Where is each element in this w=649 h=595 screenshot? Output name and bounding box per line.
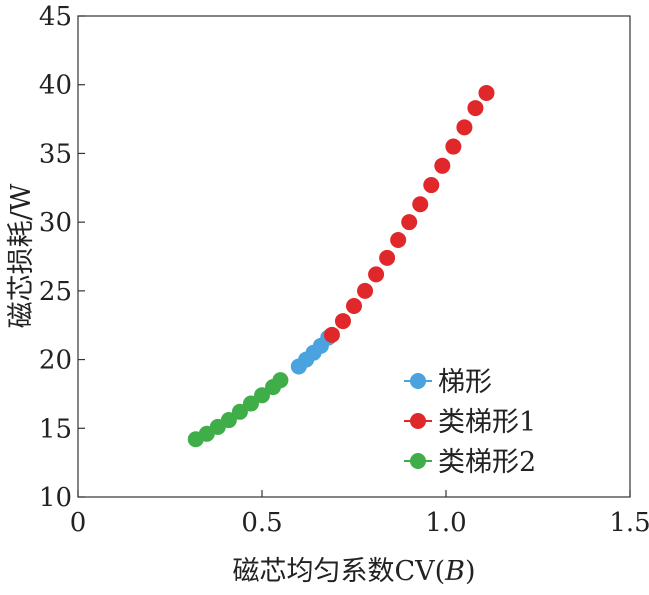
- x-tick-label: 0.5: [241, 508, 282, 538]
- y-tick-label: 40: [39, 71, 72, 101]
- legend-label-3: 类梯形2: [438, 447, 536, 478]
- data-point-series-2: [445, 138, 462, 155]
- data-point-series-2: [423, 177, 440, 194]
- data-point-series-2: [390, 232, 407, 249]
- data-points: [187, 84, 495, 448]
- y-tick-label: 45: [39, 2, 72, 32]
- data-point-series-2: [467, 100, 484, 117]
- legend-label-1: 梯形: [438, 367, 492, 398]
- x-tick-label: 1.5: [609, 508, 649, 538]
- y-tick-label: 35: [39, 139, 72, 169]
- x-tick-label: 1.0: [425, 508, 466, 538]
- data-point-series-2: [456, 119, 473, 136]
- data-point-series-2: [346, 297, 362, 314]
- data-point-series-2: [323, 326, 340, 343]
- data-point-series-2: [434, 157, 451, 174]
- axis-ticks: 0 0.5 1.0 1.5 10 15 20 25 30 35 40 45: [39, 2, 649, 538]
- data-point-series-2: [379, 249, 396, 266]
- legend-marker-2: [410, 413, 426, 429]
- y-tick-label: 25: [39, 277, 72, 307]
- data-point-series-3: [231, 403, 248, 420]
- data-point-series-3: [272, 372, 289, 389]
- y-axis-label: 磁芯损耗/W: [6, 183, 37, 328]
- data-point-series-2: [412, 196, 429, 213]
- plot-area: [77, 15, 631, 498]
- legend-marker-3: [410, 453, 426, 469]
- x-axis-label: 磁芯均匀系数CV(B): [232, 556, 475, 587]
- data-point-series-3: [254, 387, 270, 404]
- data-point-series-2: [368, 266, 385, 283]
- data-point-series-3: [220, 412, 237, 429]
- data-point-series-2: [357, 282, 374, 299]
- x-tick-label: 0: [70, 508, 87, 538]
- y-tick-label: 30: [39, 208, 72, 238]
- data-point-series-2: [478, 84, 495, 101]
- y-tick-label: 20: [39, 346, 72, 376]
- data-point-series-3: [242, 395, 259, 412]
- data-point-series-2: [401, 214, 418, 231]
- data-point-series-2: [334, 313, 351, 330]
- y-tick-label: 10: [39, 483, 72, 513]
- y-tick-label: 15: [39, 414, 72, 444]
- legend-label-2: 类梯形1: [438, 407, 536, 438]
- legend-marker-1: [410, 373, 426, 389]
